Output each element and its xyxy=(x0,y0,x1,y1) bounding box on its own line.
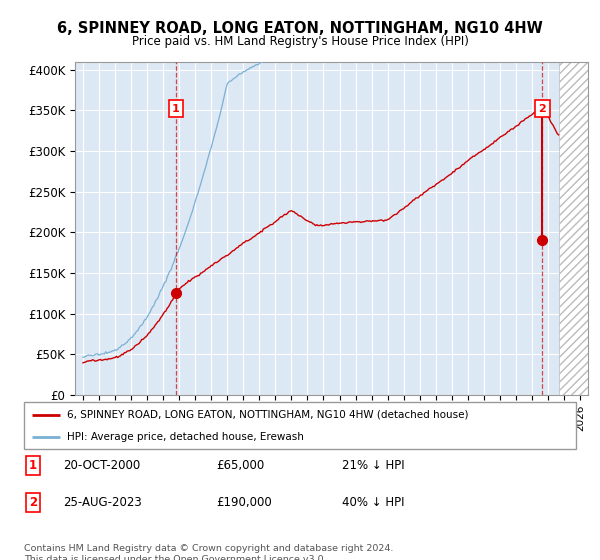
Text: 1: 1 xyxy=(172,104,180,114)
Text: 6, SPINNEY ROAD, LONG EATON, NOTTINGHAM, NG10 4HW: 6, SPINNEY ROAD, LONG EATON, NOTTINGHAM,… xyxy=(57,21,543,36)
Text: 1: 1 xyxy=(29,459,37,473)
Text: Price paid vs. HM Land Registry's House Price Index (HPI): Price paid vs. HM Land Registry's House … xyxy=(131,35,469,48)
Text: £65,000: £65,000 xyxy=(216,459,264,473)
Text: 2: 2 xyxy=(538,104,546,114)
Text: 20-OCT-2000: 20-OCT-2000 xyxy=(63,459,140,473)
Text: 6, SPINNEY ROAD, LONG EATON, NOTTINGHAM, NG10 4HW (detached house): 6, SPINNEY ROAD, LONG EATON, NOTTINGHAM,… xyxy=(67,410,469,420)
Text: Contains HM Land Registry data © Crown copyright and database right 2024.
This d: Contains HM Land Registry data © Crown c… xyxy=(24,544,394,560)
Bar xyxy=(559,62,600,395)
FancyBboxPatch shape xyxy=(24,402,576,449)
Text: 21% ↓ HPI: 21% ↓ HPI xyxy=(342,459,404,473)
Text: 2: 2 xyxy=(29,496,37,509)
Text: 40% ↓ HPI: 40% ↓ HPI xyxy=(342,496,404,509)
Text: 25-AUG-2023: 25-AUG-2023 xyxy=(63,496,142,509)
Text: HPI: Average price, detached house, Erewash: HPI: Average price, detached house, Erew… xyxy=(67,432,304,442)
Text: £190,000: £190,000 xyxy=(216,496,272,509)
